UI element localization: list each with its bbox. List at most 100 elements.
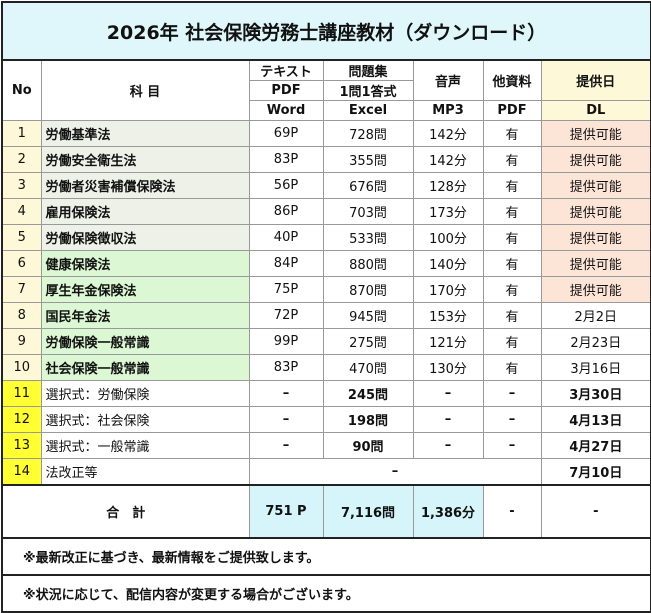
cell: 470問 bbox=[322, 354, 414, 381]
cell: – bbox=[412, 406, 484, 433]
cell: 有 bbox=[482, 146, 542, 173]
subject: 国民年金法 bbox=[40, 302, 250, 329]
release-date: 提供可能 bbox=[540, 276, 651, 303]
header-cell: 1問1答式 bbox=[322, 80, 414, 101]
row-number: 10 bbox=[1, 354, 42, 381]
row-number: 4 bbox=[1, 198, 42, 225]
subject: 厚生年金保険法 bbox=[40, 276, 250, 303]
table-row: 10 社会保険一般常識 83P 470問 130分有 3月16日 bbox=[1, 354, 651, 381]
cell: 170分 bbox=[412, 276, 484, 303]
cell: 72P bbox=[248, 302, 324, 329]
table-row: 13 選択式：一般常識 –90問 – –4月27日 bbox=[1, 432, 651, 459]
release-date: 2月2日 bbox=[540, 302, 651, 329]
cell: 75P bbox=[248, 276, 324, 303]
header-cell: DL bbox=[540, 100, 651, 121]
cell: – bbox=[482, 432, 542, 459]
table-row: Word Excel MP3 PDF DL bbox=[2, 100, 651, 121]
cell: 90問 bbox=[322, 432, 414, 459]
total-cell: - bbox=[482, 484, 542, 539]
cell: 676問 bbox=[322, 172, 414, 199]
table-row: No 科 目テキスト 問題集 音声 他資料 提供日 bbox=[1, 59, 651, 121]
table-row: 2026年 社会保険労務士講座教材（ダウンロード） bbox=[1, 1, 651, 61]
cell: – bbox=[412, 432, 484, 459]
cell: 69P bbox=[248, 120, 324, 147]
table-row: 7 厚生年金保険法 75P 870問 170分有提供可能 bbox=[1, 276, 651, 303]
subject: 選択式：労働保険 bbox=[40, 380, 250, 407]
cell: 84P bbox=[248, 250, 324, 277]
subject: 労働安全衛生法 bbox=[40, 146, 250, 173]
table-row: 11 選択式：労働保険 –245問 – –3月30日 bbox=[1, 380, 651, 407]
cell: 有 bbox=[482, 276, 542, 303]
header-cell: MP3 bbox=[412, 100, 484, 121]
cell: – bbox=[482, 380, 542, 407]
release-date: 2月23日 bbox=[540, 328, 651, 355]
total-cell: 1,386分 bbox=[412, 484, 484, 539]
table-row: 合 計 751 P 7,116問 1,386分 - - bbox=[1, 484, 651, 539]
cell: 880問 bbox=[322, 250, 414, 277]
cell: 142分 bbox=[412, 146, 484, 173]
total-cell: 751 P bbox=[248, 484, 324, 539]
table-row: 8 国民年金法 72P 945問 153分有 2月2日 bbox=[1, 302, 651, 329]
table-row: 14 法改正等 –7月10日 bbox=[1, 458, 651, 486]
note: ※最新改正に基づき、最新情報をご提供致します。 bbox=[1, 537, 651, 576]
row-number: 12 bbox=[1, 406, 42, 433]
release-date: 提供可能 bbox=[540, 146, 651, 173]
subject: 健康保険法 bbox=[40, 250, 250, 277]
row-number: 6 bbox=[1, 250, 42, 277]
table-row: 6 健康保険法 84P 880問 140分有提供可能 bbox=[1, 250, 651, 277]
cell: 870問 bbox=[322, 276, 414, 303]
cell: 121分 bbox=[412, 328, 484, 355]
release-date: 提供可能 bbox=[540, 198, 651, 225]
row-number: 5 bbox=[1, 224, 42, 251]
subject: 労働保険徴収法 bbox=[40, 224, 250, 251]
cell: 有 bbox=[482, 198, 542, 225]
release-date: 3月30日 bbox=[540, 380, 651, 407]
cell: 86P bbox=[248, 198, 324, 225]
table-row: 9 労働保険一般常識 99P 275問 121分有 2月23日 bbox=[1, 328, 651, 355]
header-cell: Excel bbox=[322, 100, 414, 121]
release-date: 提供可能 bbox=[540, 120, 651, 147]
cell: 703問 bbox=[322, 198, 414, 225]
release-date: 提供可能 bbox=[540, 224, 651, 251]
total-cell: 7,116問 bbox=[322, 484, 414, 539]
note: ※状況に応じて、配信内容が変更する場合がございます。 bbox=[1, 574, 651, 613]
release-date: 提供可能 bbox=[540, 172, 651, 199]
cell: 275問 bbox=[322, 328, 414, 355]
cell: 40P bbox=[248, 224, 324, 251]
cell: – bbox=[482, 406, 542, 433]
cell: – bbox=[248, 432, 324, 459]
cell: 有 bbox=[482, 354, 542, 381]
cell: 945問 bbox=[322, 302, 414, 329]
header-cell: 問題集 bbox=[322, 59, 414, 81]
row-number: 13 bbox=[1, 432, 42, 459]
header-cell: 他資料 bbox=[482, 59, 542, 101]
table-row: 2 労働安全衛生法 83P 355問 142分有提供可能 bbox=[1, 146, 651, 173]
cell: 130分 bbox=[412, 354, 484, 381]
subject: 労働保険一般常識 bbox=[40, 328, 250, 355]
header-cell: No bbox=[1, 59, 42, 121]
subject: 労働基準法 bbox=[40, 120, 250, 147]
cell: 56P bbox=[248, 172, 324, 199]
subject: 社会保険一般常識 bbox=[40, 354, 250, 381]
header-cell: 音声 bbox=[412, 59, 484, 101]
header-cell: 科 目 bbox=[40, 59, 250, 121]
row-number: 11 bbox=[1, 380, 42, 407]
cell: 有 bbox=[482, 328, 542, 355]
cell: 128分 bbox=[412, 172, 484, 199]
table-row: ※状況に応じて、配信内容が変更する場合がございます。 bbox=[1, 574, 651, 613]
table-row: ※最新改正に基づき、最新情報をご提供致します。 bbox=[1, 537, 651, 576]
cell: 有 bbox=[482, 250, 542, 277]
cell: 140分 bbox=[412, 250, 484, 277]
header-cell: PDF bbox=[248, 80, 324, 101]
cell: 有 bbox=[482, 172, 542, 199]
cell: 有 bbox=[482, 302, 542, 329]
cell: 173分 bbox=[412, 198, 484, 225]
cell: 有 bbox=[482, 224, 542, 251]
cell: 83P bbox=[248, 146, 324, 173]
table-row: 12 選択式：社会保険 –198問 – –4月13日 bbox=[1, 406, 651, 433]
cell: 245問 bbox=[322, 380, 414, 407]
row-number: 1 bbox=[1, 120, 42, 147]
